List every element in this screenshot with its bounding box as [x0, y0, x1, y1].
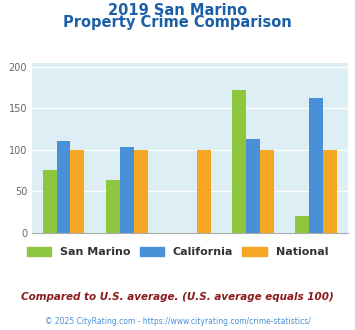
Bar: [295, 216, 309, 233]
Bar: [43, 171, 56, 233]
Text: 2019 San Marino: 2019 San Marino: [108, 3, 247, 18]
Bar: [134, 150, 148, 233]
Bar: [197, 150, 211, 233]
Bar: [71, 150, 84, 233]
Bar: [120, 147, 134, 233]
Bar: [246, 139, 260, 233]
Legend: San Marino, California, National: San Marino, California, National: [22, 242, 333, 262]
Text: Compared to U.S. average. (U.S. average equals 100): Compared to U.S. average. (U.S. average …: [21, 292, 334, 302]
Bar: [323, 150, 337, 233]
Bar: [232, 90, 246, 233]
Bar: [56, 142, 71, 233]
Bar: [309, 98, 323, 233]
Text: Property Crime Comparison: Property Crime Comparison: [63, 15, 292, 30]
Text: © 2025 CityRating.com - https://www.cityrating.com/crime-statistics/: © 2025 CityRating.com - https://www.city…: [45, 317, 310, 326]
Bar: [106, 181, 120, 233]
Bar: [260, 150, 274, 233]
